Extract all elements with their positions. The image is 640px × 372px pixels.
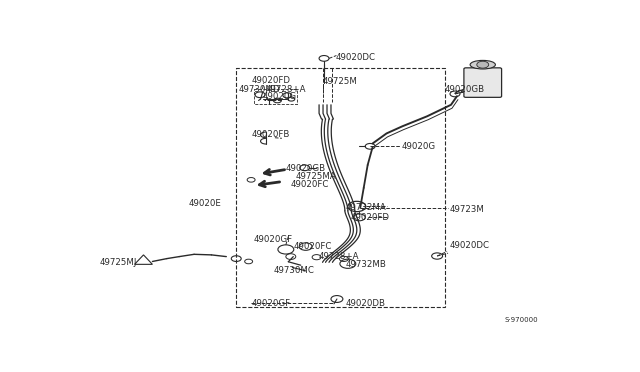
- Text: 49020FD: 49020FD: [251, 76, 290, 85]
- Text: 49020GF: 49020GF: [251, 298, 291, 308]
- Text: 49020FC: 49020FC: [293, 242, 332, 251]
- Text: 49728+A: 49728+A: [318, 251, 358, 260]
- Text: 49020DC: 49020DC: [335, 53, 376, 62]
- Text: 49020E: 49020E: [188, 199, 221, 208]
- Text: S·970000: S·970000: [504, 317, 538, 323]
- Text: 49020FD: 49020FD: [350, 212, 389, 222]
- Text: 49020DC: 49020DC: [449, 241, 490, 250]
- Text: 49020FB: 49020FB: [251, 130, 289, 140]
- Text: 49732MA: 49732MA: [346, 203, 386, 212]
- Text: 49730MC: 49730MC: [273, 266, 314, 275]
- Text: 49730MD: 49730MD: [239, 84, 280, 93]
- Text: 49020GF: 49020GF: [253, 235, 292, 244]
- Bar: [236, 68, 445, 307]
- Text: 49725M: 49725M: [323, 77, 358, 86]
- Text: 49020DB: 49020DB: [346, 298, 385, 308]
- FancyBboxPatch shape: [464, 68, 502, 97]
- Text: 49020GB: 49020GB: [286, 164, 326, 173]
- Text: 49723M: 49723M: [449, 205, 484, 214]
- Text: 49728+A: 49728+A: [266, 84, 307, 93]
- Text: 49725MJ: 49725MJ: [100, 259, 137, 267]
- Text: 49020FC: 49020FC: [291, 180, 329, 189]
- Ellipse shape: [470, 60, 495, 69]
- Text: 49020G: 49020G: [401, 142, 436, 151]
- Text: 49020GB: 49020GB: [445, 84, 484, 93]
- Text: 49725MA: 49725MA: [296, 172, 337, 181]
- Circle shape: [477, 61, 489, 68]
- Text: 49732MB: 49732MB: [346, 260, 386, 269]
- Text: 49020G: 49020G: [262, 92, 297, 101]
